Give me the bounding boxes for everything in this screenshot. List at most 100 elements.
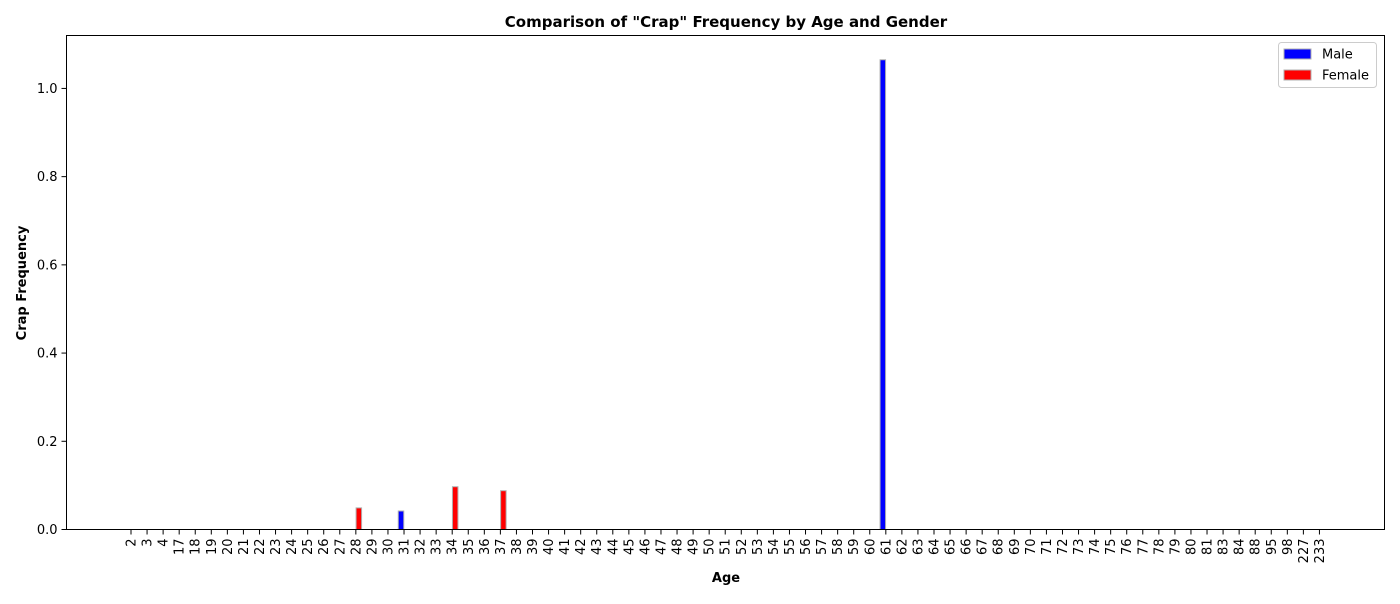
- x-ticks: 2 3 4 17 18 19 20 21 22 23 24 25 26 27 28 29 30 31 32 33 34 3…: [125, 529, 1328, 564]
- x-tick-label: 46: [638, 539, 653, 556]
- x-tick-label: 59: [847, 539, 862, 556]
- x-tick-label: 26: [317, 539, 332, 556]
- x-tick-label: 33: [430, 539, 445, 556]
- x-tick-label: 57: [815, 539, 830, 556]
- x-tick-label: 88: [1249, 539, 1264, 556]
- x-tick-label: 60: [863, 539, 878, 556]
- x-tick-label: 29: [365, 539, 380, 556]
- x-tick-label: 20: [221, 539, 236, 556]
- legend-label-male: Male: [1322, 48, 1353, 63]
- x-tick-label: 34: [446, 539, 461, 556]
- x-tick-label: 233: [1313, 539, 1328, 564]
- bar-female-age-34: [451, 486, 459, 530]
- x-axis-label: Age: [712, 571, 740, 586]
- x-tick-label: 23: [269, 539, 284, 556]
- bar-male-age-61: [879, 59, 887, 530]
- x-tick-label: 84: [1233, 539, 1248, 556]
- bar-female-age-37: [500, 490, 507, 531]
- x-tick-label: 21: [237, 539, 252, 556]
- legend: Male Female: [1278, 42, 1377, 88]
- chart-title: Comparison of "Crap" Frequency by Age an…: [505, 13, 948, 31]
- x-tick-label: 4: [157, 539, 172, 547]
- x-tick-label: 69: [1008, 539, 1023, 556]
- x-tick-label: 45: [622, 539, 637, 556]
- x-tick-label: 74: [1088, 539, 1103, 556]
- x-tick-label: 28: [349, 539, 364, 556]
- x-tick-label: 227: [1297, 539, 1312, 564]
- x-tick-label: 38: [510, 539, 525, 556]
- x-tick-label: 95: [1265, 539, 1280, 556]
- y-tick-label: 0.8: [37, 170, 58, 185]
- x-tick-label: 52: [735, 539, 750, 556]
- x-tick-label: 78: [1152, 539, 1167, 556]
- plot-area-frame: [66, 35, 1385, 530]
- legend-swatch-female: [1283, 69, 1312, 81]
- x-tick-label: 63: [911, 539, 926, 556]
- y-tick-label: 0.6: [37, 258, 58, 273]
- x-tick-label: 24: [285, 539, 300, 556]
- x-tick-label: 39: [526, 539, 541, 556]
- x-tick-label: 77: [1136, 539, 1151, 556]
- x-tick-label: 27: [333, 539, 348, 556]
- x-tick-label: 32: [414, 539, 429, 556]
- y-tick-label: 0.4: [37, 347, 58, 362]
- x-tick-label: 83: [1217, 539, 1232, 556]
- x-tick-label: 56: [799, 539, 814, 556]
- x-tick-label: 17: [173, 539, 188, 556]
- x-tick-label: 43: [590, 539, 605, 556]
- x-tick-label: 72: [1056, 539, 1071, 556]
- x-tick-label: 35: [462, 539, 477, 556]
- x-tick-label: 51: [719, 539, 734, 556]
- y-ticks: 0.0 0.2 0.4 0.6 0.8 1.0: [37, 82, 67, 538]
- y-axis-label: Crap Frequency: [15, 225, 30, 340]
- x-tick-label: 54: [767, 539, 782, 556]
- x-tick-label: 36: [478, 539, 493, 556]
- x-tick-label: 98: [1281, 539, 1296, 556]
- x-tick-label: 37: [494, 539, 509, 556]
- x-tick-label: 81: [1201, 539, 1216, 556]
- x-tick-label: 66: [960, 539, 975, 556]
- x-tick-label: 48: [671, 539, 686, 556]
- x-tick-label: 41: [558, 539, 573, 556]
- x-tick-label: 22: [253, 539, 268, 556]
- legend-swatch-male: [1283, 48, 1312, 60]
- x-tick-label: 76: [1120, 539, 1135, 556]
- x-tick-label: 3: [141, 539, 156, 547]
- x-tick-label: 67: [976, 539, 991, 556]
- legend-label-female: Female: [1322, 69, 1369, 84]
- bar-male-age-31: [397, 510, 405, 531]
- x-tick-label: 61: [879, 539, 894, 556]
- bars-layer: [355, 59, 887, 531]
- x-tick-label: 42: [574, 539, 589, 556]
- x-tick-label: 2: [125, 539, 140, 547]
- x-tick-label: 19: [205, 539, 220, 556]
- x-tick-label: 79: [1168, 539, 1183, 556]
- x-tick-label: 64: [928, 539, 943, 556]
- x-tick-label: 65: [944, 539, 959, 556]
- bar-female-age-28: [355, 507, 363, 531]
- x-tick-label: 58: [831, 539, 846, 556]
- x-tick-label: 71: [1040, 539, 1055, 556]
- x-tick-label: 62: [895, 539, 910, 556]
- x-tick-label: 68: [992, 539, 1007, 556]
- x-tick-label: 73: [1072, 539, 1087, 556]
- x-tick-label: 18: [189, 539, 204, 556]
- x-tick-label: 30: [381, 539, 396, 556]
- x-tick-label: 55: [783, 539, 798, 556]
- y-tick-label: 1.0: [37, 82, 58, 97]
- x-tick-label: 49: [687, 539, 702, 556]
- y-tick-label: 0.0: [37, 523, 58, 538]
- x-tick-label: 44: [606, 539, 621, 556]
- x-tick-label: 50: [703, 539, 718, 556]
- x-tick-label: 47: [654, 539, 669, 556]
- x-tick-label: 53: [751, 539, 766, 556]
- x-tick-label: 75: [1104, 539, 1119, 556]
- x-tick-label: 40: [542, 539, 557, 556]
- x-tick-label: 80: [1184, 539, 1199, 556]
- x-tick-label: 25: [301, 539, 316, 556]
- y-tick-label: 0.2: [37, 435, 58, 450]
- x-tick-label: 31: [398, 539, 413, 556]
- x-tick-label: 70: [1024, 539, 1039, 556]
